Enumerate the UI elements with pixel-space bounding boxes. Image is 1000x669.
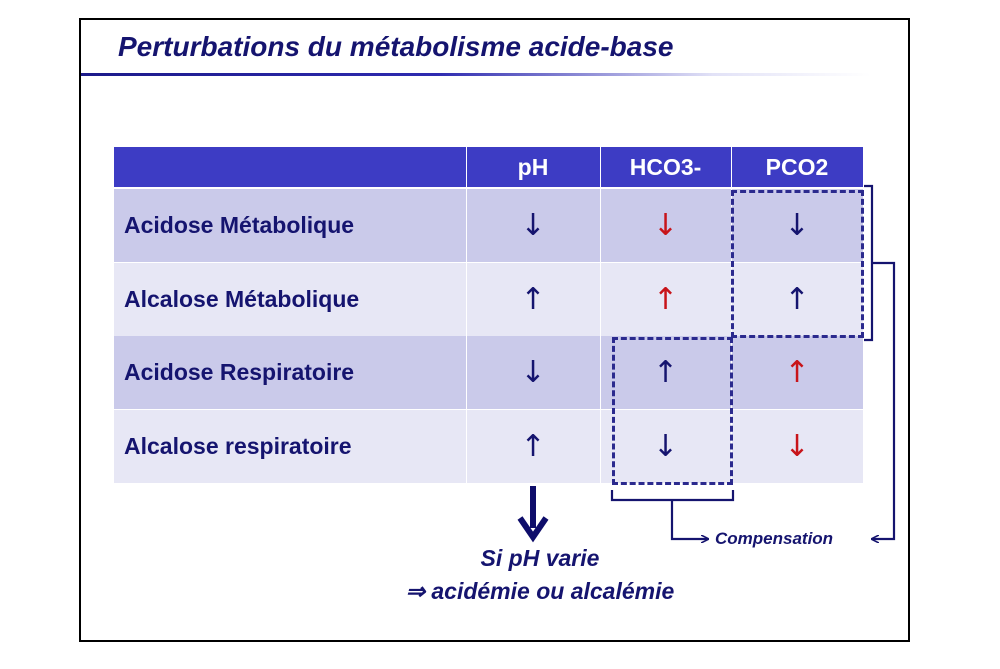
header-cell-empty bbox=[114, 147, 466, 187]
hco3-arrow-up-icon: ↑ bbox=[600, 262, 731, 336]
ph-arrow-up-icon: ↑ bbox=[466, 409, 600, 483]
pco2-connector-arrow bbox=[872, 261, 896, 539]
title-underline bbox=[81, 73, 871, 76]
row-label-acidose-metabolique: Acidose Métabolique bbox=[114, 189, 466, 262]
ph-down-arrow-icon bbox=[517, 516, 549, 543]
row-label-alcalose-metabolique: Alcalose Métabolique bbox=[114, 262, 466, 336]
column-divider bbox=[466, 147, 467, 483]
pco2-bracket bbox=[864, 184, 874, 342]
row-divider bbox=[114, 409, 863, 410]
hco3-connector-arrow bbox=[670, 500, 708, 539]
compensation-label: Compensation bbox=[715, 529, 834, 548]
header-hco3: HCO3- bbox=[600, 147, 731, 187]
row-label-alcalose-respiratoire: Alcalose respiratoire bbox=[114, 409, 466, 483]
hco3-arrow-down-icon: ↓ bbox=[600, 189, 731, 262]
ph-arrow-down-icon: ↓ bbox=[466, 189, 600, 262]
hco3-bracket bbox=[610, 490, 735, 502]
compensation-box-pco2 bbox=[731, 190, 864, 338]
pco2-arrow-down-icon: ↓ bbox=[731, 409, 863, 483]
row-label-acidose-respiratoire: Acidose Respiratoire bbox=[114, 336, 466, 409]
ph-arrow-up-icon: ↑ bbox=[466, 262, 600, 336]
header-ph: pH bbox=[466, 147, 600, 187]
row-divider bbox=[114, 262, 863, 263]
hco3-arrow-down-icon: ↓ bbox=[600, 409, 731, 483]
pco2-arrow-down-icon: ↓ bbox=[731, 189, 863, 262]
column-divider bbox=[600, 147, 601, 483]
ph-note-line2: ⇒ acidémie ou alcalémie bbox=[405, 578, 675, 604]
hco3-arrow-up-icon: ↑ bbox=[600, 336, 731, 409]
pco2-arrow-up-icon: ↑ bbox=[731, 262, 863, 336]
ph-arrow-down-icon: ↓ bbox=[466, 336, 600, 409]
header-pco2: PCO2 bbox=[731, 147, 863, 187]
slide-title: Perturbations du métabolisme acide-base bbox=[118, 31, 674, 62]
pco2-arrow-up-icon: ↑ bbox=[731, 336, 863, 409]
compensation-box-hco3 bbox=[612, 337, 733, 485]
ph-note-line1: Si pH varie bbox=[480, 545, 600, 571]
